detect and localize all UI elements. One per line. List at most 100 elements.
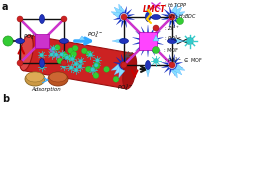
Bar xyxy=(139,32,157,50)
Circle shape xyxy=(71,51,77,57)
Circle shape xyxy=(90,67,94,72)
Circle shape xyxy=(51,47,55,51)
Circle shape xyxy=(17,60,23,66)
Bar xyxy=(35,34,49,48)
Polygon shape xyxy=(174,19,180,25)
Polygon shape xyxy=(112,38,124,44)
Ellipse shape xyxy=(152,15,160,19)
Polygon shape xyxy=(116,67,122,73)
Polygon shape xyxy=(124,20,127,28)
Polygon shape xyxy=(176,14,183,17)
Polygon shape xyxy=(121,6,124,14)
Circle shape xyxy=(153,25,159,31)
Polygon shape xyxy=(171,4,177,13)
Polygon shape xyxy=(145,65,151,77)
Polygon shape xyxy=(124,54,127,62)
Circle shape xyxy=(74,62,78,66)
Ellipse shape xyxy=(167,39,177,43)
Polygon shape xyxy=(127,62,135,65)
Circle shape xyxy=(103,66,109,72)
Circle shape xyxy=(40,65,44,69)
Polygon shape xyxy=(135,43,145,51)
Polygon shape xyxy=(113,65,121,68)
Polygon shape xyxy=(124,68,127,76)
Ellipse shape xyxy=(19,35,33,71)
Polygon shape xyxy=(79,36,85,40)
Circle shape xyxy=(121,14,127,20)
Ellipse shape xyxy=(146,12,151,22)
Polygon shape xyxy=(147,46,149,57)
Circle shape xyxy=(93,73,99,79)
Text: : MOF: : MOF xyxy=(164,47,178,53)
Circle shape xyxy=(65,56,69,60)
Polygon shape xyxy=(127,14,135,17)
Polygon shape xyxy=(169,54,172,62)
Circle shape xyxy=(72,45,78,51)
Ellipse shape xyxy=(40,15,44,23)
Polygon shape xyxy=(153,41,164,45)
Polygon shape xyxy=(113,62,121,65)
Circle shape xyxy=(153,59,159,64)
Polygon shape xyxy=(176,62,183,65)
Polygon shape xyxy=(174,67,180,73)
Ellipse shape xyxy=(16,39,24,43)
Circle shape xyxy=(68,48,74,54)
Polygon shape xyxy=(164,19,170,25)
Polygon shape xyxy=(132,41,144,45)
Polygon shape xyxy=(116,19,122,25)
Polygon shape xyxy=(172,38,184,44)
Circle shape xyxy=(54,53,58,57)
Polygon shape xyxy=(169,20,172,28)
Polygon shape xyxy=(149,45,155,55)
Circle shape xyxy=(61,52,67,58)
Polygon shape xyxy=(172,68,175,76)
Ellipse shape xyxy=(26,72,44,82)
Polygon shape xyxy=(153,37,164,41)
Polygon shape xyxy=(164,9,170,15)
Circle shape xyxy=(169,14,175,20)
Polygon shape xyxy=(121,54,124,62)
Polygon shape xyxy=(121,68,124,76)
Circle shape xyxy=(186,37,193,44)
Polygon shape xyxy=(135,31,145,39)
Circle shape xyxy=(70,57,74,61)
Polygon shape xyxy=(114,7,122,15)
Polygon shape xyxy=(111,12,120,18)
Polygon shape xyxy=(171,68,177,78)
Circle shape xyxy=(81,48,87,54)
Polygon shape xyxy=(161,17,168,20)
Polygon shape xyxy=(176,64,185,70)
Circle shape xyxy=(95,58,99,62)
Text: $PO_4^{3-}$: $PO_4^{3-}$ xyxy=(87,30,103,40)
Circle shape xyxy=(69,55,75,61)
Circle shape xyxy=(17,16,23,22)
Polygon shape xyxy=(172,20,175,28)
Polygon shape xyxy=(153,35,159,41)
Polygon shape xyxy=(173,66,182,75)
Text: : $\it{Zr^{4+}}$: : $\it{Zr^{4+}}$ xyxy=(164,23,180,33)
Polygon shape xyxy=(132,37,144,41)
Text: Adsorption: Adsorption xyxy=(31,87,61,92)
Polygon shape xyxy=(145,5,151,17)
Polygon shape xyxy=(126,67,132,73)
Circle shape xyxy=(40,53,44,57)
Polygon shape xyxy=(116,9,122,15)
Polygon shape xyxy=(124,6,127,14)
Circle shape xyxy=(60,52,64,56)
Polygon shape xyxy=(119,4,125,13)
Circle shape xyxy=(153,46,159,53)
Polygon shape xyxy=(114,66,122,75)
Polygon shape xyxy=(164,67,170,73)
Circle shape xyxy=(121,62,127,68)
Polygon shape xyxy=(161,14,168,17)
Text: b: b xyxy=(2,94,9,104)
Polygon shape xyxy=(151,31,160,39)
Circle shape xyxy=(67,54,73,60)
Ellipse shape xyxy=(123,53,137,89)
Polygon shape xyxy=(127,65,135,68)
Polygon shape xyxy=(126,9,132,15)
Circle shape xyxy=(61,16,67,22)
Text: : $\it{PO_4^{3-}}$ $\in$ MOF: : $\it{PO_4^{3-}}$ $\in$ MOF xyxy=(164,56,203,66)
Circle shape xyxy=(69,66,73,70)
Circle shape xyxy=(177,18,184,25)
